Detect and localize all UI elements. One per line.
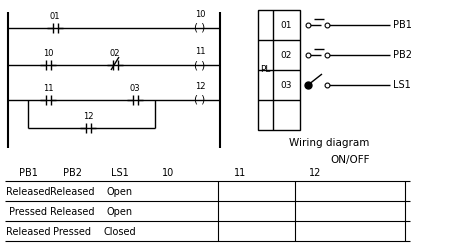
Text: 11: 11 (195, 47, 205, 56)
Text: 10: 10 (195, 10, 205, 19)
Text: 12: 12 (83, 112, 93, 121)
Text: ( ): ( ) (194, 23, 205, 33)
Text: Released: Released (50, 207, 94, 217)
Text: PB2: PB2 (393, 50, 412, 60)
Text: ( ): ( ) (194, 95, 205, 105)
Text: Open: Open (107, 187, 133, 197)
Text: 11: 11 (43, 84, 53, 93)
Text: Pressed: Pressed (53, 227, 91, 237)
Text: 10: 10 (162, 168, 174, 178)
Text: 01: 01 (281, 20, 292, 29)
Text: 03: 03 (281, 80, 292, 89)
Text: Released: Released (50, 187, 94, 197)
Text: Open: Open (107, 207, 133, 217)
Text: Released: Released (6, 227, 50, 237)
Text: PB1: PB1 (19, 168, 37, 178)
Text: Pressed: Pressed (9, 207, 47, 217)
Text: ON/OFF: ON/OFF (330, 155, 370, 165)
Text: 11: 11 (234, 168, 246, 178)
Text: 03: 03 (130, 84, 140, 93)
Text: 01: 01 (50, 12, 60, 21)
Text: Released: Released (6, 187, 50, 197)
Text: PB2: PB2 (63, 168, 81, 178)
Bar (258, 10, 300, 130)
Text: LS1: LS1 (393, 80, 411, 90)
Text: 10: 10 (43, 49, 53, 58)
Text: LS1: LS1 (111, 168, 129, 178)
Text: ( ): ( ) (194, 60, 205, 70)
Text: 02: 02 (281, 50, 292, 59)
Text: 12: 12 (195, 82, 205, 91)
Text: PL: PL (260, 66, 271, 75)
Text: 12: 12 (309, 168, 321, 178)
Text: Closed: Closed (104, 227, 136, 237)
Text: PB1: PB1 (393, 20, 412, 30)
Text: Wiring diagram: Wiring diagram (289, 138, 369, 148)
Text: 02: 02 (110, 49, 120, 58)
